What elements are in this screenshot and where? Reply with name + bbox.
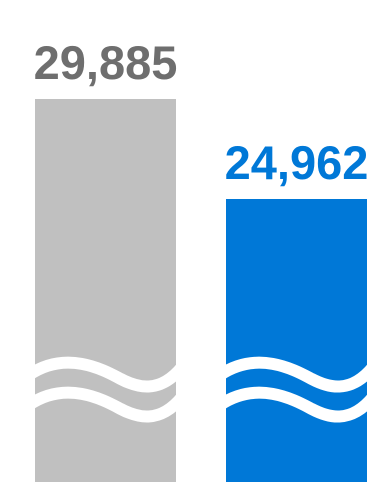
bars-layer xyxy=(35,99,367,482)
axis-break-wave-2-1 xyxy=(214,356,379,393)
axis-break-layer xyxy=(23,356,379,423)
bar-value-label-1: 29,885 xyxy=(34,36,178,89)
bar-value-label-2: 24,962 xyxy=(225,136,369,189)
bar-2 xyxy=(226,199,367,482)
bar-1 xyxy=(35,99,176,482)
data-labels-layer: 29,885 24,962 xyxy=(34,36,369,189)
axis-break-wave-2-2 xyxy=(214,386,379,423)
axis-break-wave-1-2 xyxy=(23,386,188,423)
axis-break-wave-1-1 xyxy=(23,356,188,393)
